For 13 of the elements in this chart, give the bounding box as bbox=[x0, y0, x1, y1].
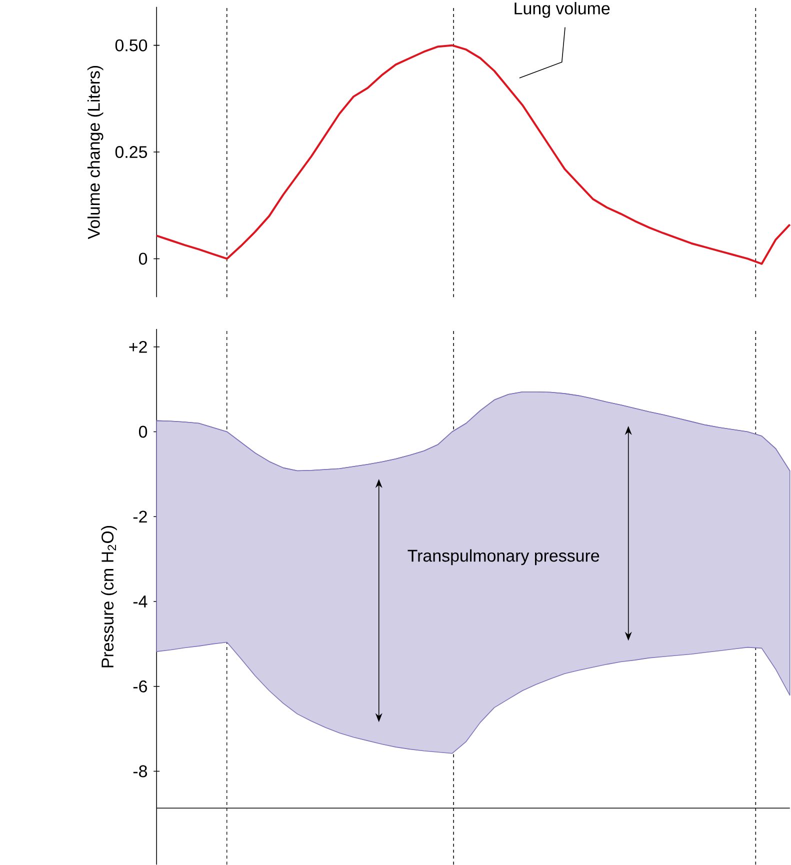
annotation: Transpulmonary pressure bbox=[408, 549, 600, 566]
y-tick-label: -8 bbox=[133, 765, 148, 778]
y-tick-label: 0 bbox=[139, 426, 148, 438]
y-axis-title: Volume change (Liters) bbox=[88, 66, 104, 240]
y-tick-label: -4 bbox=[133, 596, 148, 608]
y-tick-label: 0.50 bbox=[115, 39, 148, 52]
y-tick-label: 0 bbox=[139, 252, 148, 265]
y-tick-label: -6 bbox=[133, 680, 148, 692]
annotation: Lung volume bbox=[514, 2, 610, 18]
y-tick-label: 0.25 bbox=[115, 146, 148, 158]
y-axis-title: Pressure (cm H$_{2}$O) bbox=[101, 526, 117, 668]
y-tick-label: +2 bbox=[129, 340, 147, 353]
y-tick-label: -2 bbox=[133, 510, 147, 523]
